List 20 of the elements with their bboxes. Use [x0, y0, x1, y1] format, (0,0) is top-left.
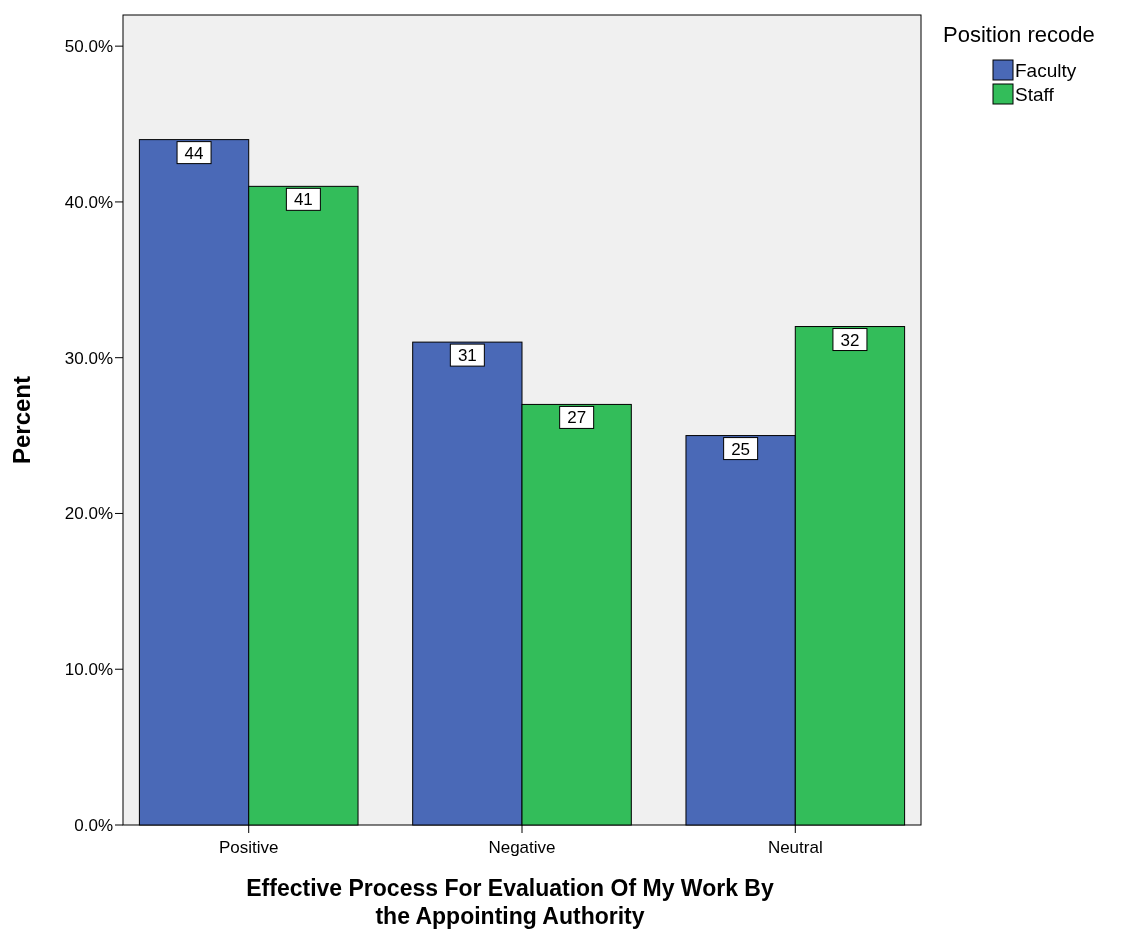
y-tick-label: 30.0% — [64, 348, 113, 368]
data-label: 44 — [184, 143, 204, 163]
y-tick-label: 0.0% — [74, 815, 113, 835]
legend-label: Staff — [1015, 84, 1055, 105]
x-tick-label: Neutral — [767, 838, 823, 857]
data-label: 27 — [567, 408, 587, 428]
x-axis-title: Effective Process For Evaluation Of My Work By the Appointing Authority — [246, 875, 774, 929]
x-tick-label: Positive — [218, 838, 279, 857]
x-tick-label: Negative — [488, 838, 556, 857]
y-axis-title: Percent — [8, 375, 35, 465]
y-tick-label: 50.0% — [64, 37, 113, 57]
data-label: 41 — [293, 190, 313, 210]
y-tick-label: 10.0% — [64, 660, 113, 680]
legend-label: Faculty — [1015, 60, 1077, 81]
data-label: 25 — [731, 439, 751, 459]
y-tick-label: 20.0% — [64, 504, 113, 524]
y-tick-label: 40.0% — [64, 192, 113, 212]
data-label: 32 — [840, 330, 860, 350]
legend-title: Position recode — [943, 22, 1095, 47]
data-label: 31 — [457, 346, 477, 366]
